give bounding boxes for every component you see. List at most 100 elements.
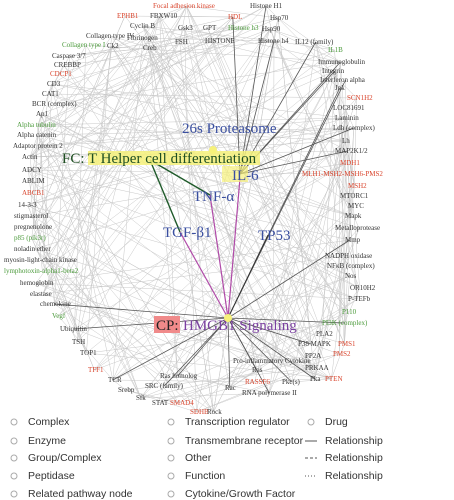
- edge: [28, 169, 358, 300]
- node-label: Actin: [22, 153, 38, 161]
- edge: [265, 5, 357, 99]
- node-label: FSH: [175, 38, 188, 46]
- edge: [149, 159, 211, 196]
- highlight-box: [88, 151, 260, 165]
- legend-label: Relationship: [325, 470, 383, 482]
- node-label: Rock: [207, 408, 222, 416]
- edge: [184, 27, 197, 413]
- edge: [37, 127, 354, 136]
- edge: [158, 355, 312, 404]
- node-label: MSH2: [348, 182, 367, 190]
- edge: [332, 117, 347, 175]
- legend-label: Function: [185, 470, 225, 482]
- node-label: Cyclin B: [130, 22, 155, 30]
- edge: [34, 150, 348, 250]
- node-label: Ubiquitin: [60, 325, 87, 333]
- legend-icon: [10, 490, 18, 498]
- edge: [186, 5, 332, 380]
- edge: [177, 387, 230, 404]
- edge: [291, 287, 360, 383]
- edge: [48, 93, 357, 99]
- node-label: Histone H1: [250, 2, 283, 10]
- edge: [272, 355, 312, 362]
- edge: [269, 28, 335, 51]
- edge: [268, 205, 354, 394]
- edge: [76, 87, 340, 343]
- edge: [37, 124, 360, 229]
- edge: [28, 169, 142, 399]
- edge: [29, 49, 335, 158]
- node-label: IL12 (family): [295, 38, 334, 46]
- edge: [332, 173, 345, 345]
- edge: [227, 239, 351, 319]
- edge: [27, 127, 354, 206]
- edge: [39, 45, 113, 147]
- node-label: stigmasterol: [14, 212, 48, 220]
- edge: [272, 97, 357, 362]
- node-label: CREBBP: [54, 61, 81, 69]
- edge: [94, 70, 335, 371]
- node-label: HDL: [228, 13, 242, 21]
- node-label: Collagen type I: [62, 41, 106, 49]
- node-label: Srebp: [118, 386, 135, 394]
- edge: [31, 5, 187, 239]
- node-label: MAP2K1/2: [335, 147, 368, 155]
- legend-label: Related pathway node: [28, 488, 133, 500]
- node-label: NFκB (complex): [327, 262, 375, 270]
- edge: [32, 93, 49, 228]
- node-label: ABCB1: [22, 189, 45, 197]
- edge: [112, 275, 350, 381]
- edge: [315, 41, 358, 300]
- edge: [63, 37, 144, 66]
- legend-label: Group/Complex: [28, 452, 102, 464]
- edge: [177, 317, 229, 377]
- edge: [239, 150, 348, 175]
- edge: [215, 40, 345, 324]
- edge: [42, 37, 144, 295]
- edge: [29, 192, 142, 399]
- node-label: P38 MAPK: [298, 340, 331, 348]
- node-label: Immunoglobulin: [318, 58, 366, 66]
- edge: [40, 113, 349, 313]
- node-labels: Focal adhesion kinase Histone H1 EPHB1 FBXW…: [4, 2, 383, 416]
- edge: [124, 15, 233, 18]
- edge: [40, 28, 271, 115]
- edge: [111, 35, 150, 49]
- legend-label: Complex: [28, 416, 70, 428]
- edge: [40, 113, 45, 261]
- edge: [239, 5, 267, 175]
- central-node: CP:: [156, 318, 179, 334]
- edge: [34, 5, 267, 250]
- legend-label: Relationship: [325, 435, 383, 447]
- node-label: Ras: [252, 366, 263, 374]
- edge: [111, 35, 333, 175]
- node-label: Hsp90: [262, 25, 281, 33]
- edge: [269, 28, 352, 217]
- edge: [345, 107, 360, 289]
- edge: [112, 215, 352, 381]
- node-label: CAT1: [42, 90, 59, 98]
- node-label: Creb: [143, 44, 157, 52]
- edge: [158, 28, 271, 404]
- edge: [94, 275, 350, 371]
- edge: [315, 41, 355, 129]
- node-label: Rac: [225, 384, 236, 392]
- edge: [112, 379, 127, 391]
- node-label: SDHB: [190, 408, 209, 416]
- edge: [86, 322, 345, 354]
- edge: [186, 5, 349, 313]
- edge: [51, 83, 114, 381]
- node-label: Collagen type IV: [86, 32, 134, 40]
- edge: [111, 35, 316, 380]
- edge: [331, 343, 345, 380]
- edge: [28, 127, 354, 171]
- edge: [29, 61, 341, 194]
- edge: [140, 311, 349, 399]
- node-label: RASSF6: [245, 378, 270, 386]
- edge: [29, 37, 144, 158]
- edge: [76, 28, 271, 343]
- legend-label: Other: [185, 452, 212, 464]
- edge: [29, 156, 43, 272]
- central-node: 26s Proteasome: [182, 121, 277, 137]
- node-label: Ck2: [107, 42, 119, 50]
